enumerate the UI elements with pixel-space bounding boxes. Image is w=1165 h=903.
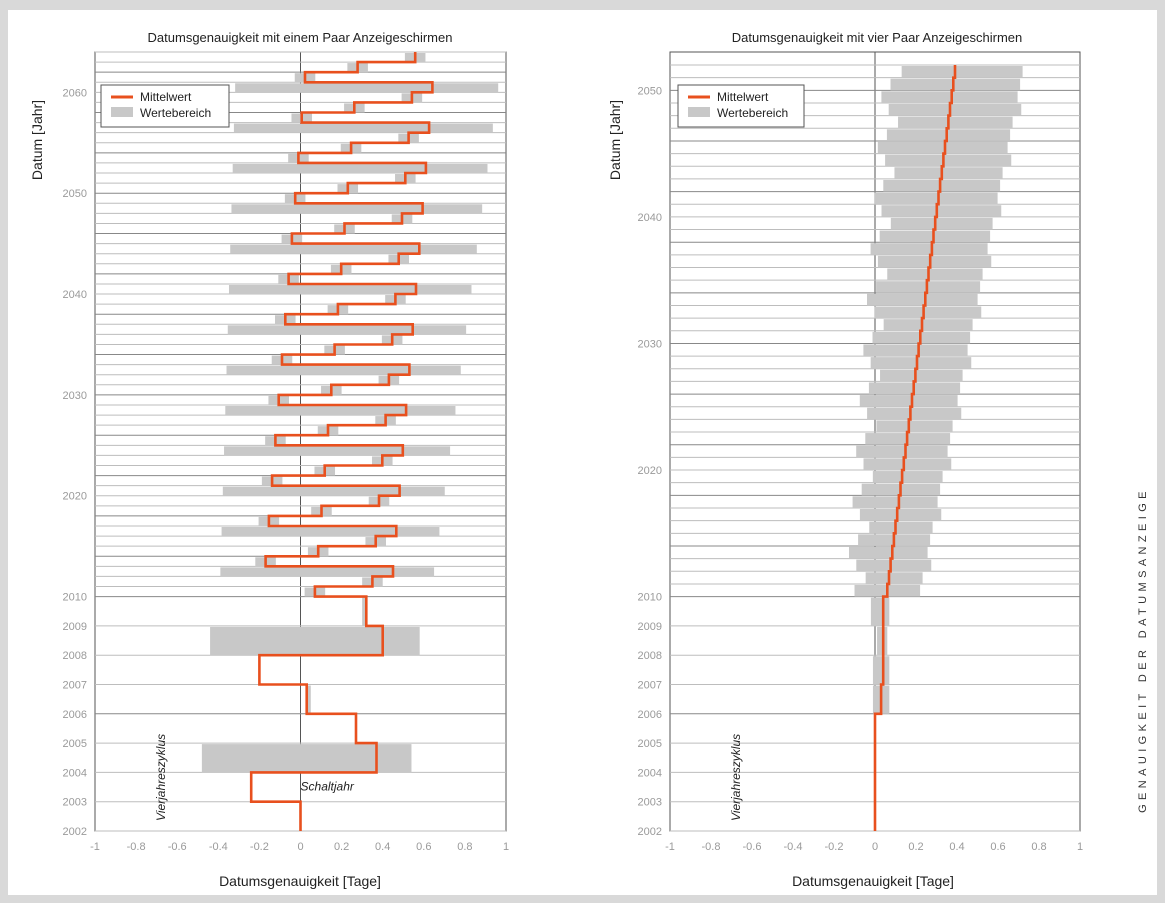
- range-bar: [362, 597, 367, 626]
- range-bar: [220, 567, 435, 577]
- range-bar: [230, 244, 477, 254]
- range-bar: [221, 527, 440, 537]
- range-bar: [232, 163, 488, 174]
- x-axis-label: Datumsgenauigkeit [Tage]: [219, 873, 381, 889]
- leap-annotation: Schaltjahr: [301, 779, 355, 793]
- legend-range-label: Wertebereich: [140, 106, 211, 120]
- legend: Mittelwert Wertebereich: [100, 84, 230, 128]
- y-tick-label: 2008: [63, 650, 87, 662]
- x-tick-label: 0: [297, 841, 303, 853]
- x-tick-label: -0.6: [168, 841, 187, 853]
- mean-line: [249, 52, 434, 831]
- range-bar: [226, 365, 461, 375]
- y-tick-label: 2040: [63, 289, 87, 301]
- side-title-text: GENAUIGKEIT DER DATUMSANZEIGE: [1137, 487, 1149, 813]
- range-bar: [233, 123, 493, 133]
- y-tick-label: 2002: [63, 826, 87, 838]
- y-tick-label: 2005: [63, 738, 87, 750]
- range-bar: [201, 744, 412, 773]
- y-axis-label: Datum [Jahr]: [29, 100, 45, 180]
- x-tick-label: -1: [90, 841, 100, 853]
- x-tick-label: 1: [503, 841, 509, 853]
- y-tick-label: 2007: [63, 680, 87, 692]
- x-tick-label: 0.8: [457, 841, 472, 853]
- side-title: GENAUIGKEIT DER DATUMSANZEIGE: [1115, 470, 1149, 830]
- legend-mean-label: Mittelwert: [140, 90, 192, 104]
- legend-range-swatch: [111, 107, 133, 117]
- chart-title: Datumsgenauigkeit mit einem Paar Anzeige…: [148, 30, 453, 45]
- y-tick-label: 2030: [63, 390, 87, 402]
- y-tick-label: 2050: [63, 188, 87, 200]
- cycle-annotation: Vierjahreszyklus: [154, 734, 168, 821]
- range-bar: [224, 446, 451, 456]
- y-tick-label: 2004: [63, 767, 87, 779]
- x-tick-label: 0.4: [375, 841, 390, 853]
- legend-box: [100, 84, 230, 128]
- range-bar: [210, 626, 420, 656]
- x-tick-label: -0.2: [250, 841, 269, 853]
- range-bar: [225, 405, 456, 416]
- y-tick-label: 2060: [63, 87, 87, 99]
- range-bar: [222, 486, 445, 496]
- range-bar: [228, 284, 472, 295]
- range-bar: [235, 83, 499, 93]
- range-bar: [227, 325, 467, 335]
- y-tick-label: 2003: [63, 797, 87, 809]
- x-tick-label: 0.6: [416, 841, 431, 853]
- y-tick-label: 2006: [63, 709, 87, 721]
- y-tick-label: 2010: [63, 592, 87, 604]
- x-tick-label: 0.2: [334, 841, 349, 853]
- y-tick-label: 2009: [63, 621, 87, 633]
- range-bar: [231, 204, 483, 214]
- x-tick-label: -0.8: [127, 841, 146, 853]
- range-bar: [306, 685, 311, 714]
- y-tick-label: 2020: [63, 491, 87, 503]
- x-tick-label: -0.4: [209, 841, 228, 853]
